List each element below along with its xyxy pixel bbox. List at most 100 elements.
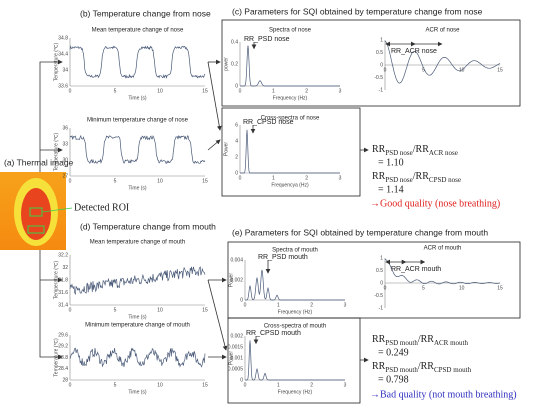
- x-tick-label: 15: [202, 382, 208, 388]
- ratio-part: PSD nose: [385, 149, 412, 157]
- x-tick-label: 1: [272, 88, 275, 94]
- panel-box: [221, 19, 521, 107]
- plot-title: Mean temperature change of mouth: [90, 240, 185, 246]
- curve: [69, 134, 206, 165]
- curve: [384, 258, 501, 285]
- y-tick-label: 34: [62, 67, 68, 73]
- image-label: (a) Thermal image: [4, 157, 74, 167]
- x-tick-label: 0: [239, 88, 242, 94]
- y-tick-label: 2: [235, 154, 238, 160]
- panel-title: (c) Parameters for SQI obtained by tempe…: [232, 6, 483, 16]
- ratio: RRPSD mouth/RRCPSD mouth: [372, 361, 472, 373]
- ratio-part: /RR: [413, 144, 429, 155]
- y-tick-label: 0.0015: [228, 344, 244, 350]
- ratio-part: /RR: [413, 171, 429, 182]
- flow-arrows: [39, 59, 369, 363]
- plot-title: ACR of nose: [425, 28, 460, 34]
- x-tick-label: 2: [305, 88, 308, 94]
- curve: [245, 269, 345, 301]
- y-tick-label: -1: [379, 87, 384, 93]
- panel-title: (e) Parameters for SQI obtained by tempe…: [232, 227, 488, 237]
- ratio-part: RR: [372, 361, 386, 372]
- y-tick-label: 32: [62, 265, 68, 271]
- plot-title: Mean temperature change of nose: [92, 28, 184, 34]
- y-tick-label: 0.4: [231, 39, 238, 45]
- x-axis-label: Time (s): [128, 389, 146, 395]
- y-axis-label: Temperature (℃): [53, 132, 59, 171]
- panel-box: [227, 241, 521, 319]
- y-axis-label: power: [223, 57, 229, 71]
- x-tick-label: 1: [277, 382, 280, 388]
- ratio-part: CPSD mouth: [434, 366, 472, 374]
- x-tick-label: 3: [344, 302, 347, 308]
- y-tick-label: 6: [235, 122, 238, 128]
- y-tick-label: 0: [235, 170, 238, 176]
- plot-title: Spectra of nose: [269, 28, 312, 34]
- plot-title: Cross-spectra of mouth: [264, 324, 326, 330]
- y-tick-label: 30: [62, 157, 68, 163]
- y-tick-label: -0.5: [374, 75, 383, 81]
- y-tick-label: 34.4: [58, 51, 68, 57]
- ratio-part: ACR mouth: [434, 339, 469, 347]
- x-axis-label: Frequency (Hz): [273, 95, 308, 101]
- x-tick-label: 15: [497, 67, 503, 73]
- x-axis-label: Frequencya (Hz): [271, 182, 309, 188]
- y-tick-label: 0: [235, 83, 238, 89]
- x-tick-label: 0: [69, 178, 72, 184]
- x-tick-label: 10: [157, 307, 163, 313]
- y-tick-label: 31.4: [58, 302, 68, 308]
- y-tick-label: 31.6: [58, 290, 68, 296]
- y-axis-label: Power: [223, 142, 229, 157]
- y-tick-label: 0: [380, 280, 383, 286]
- y-tick-label: 0.5: [376, 268, 383, 274]
- x-tick-label: 15: [202, 178, 208, 184]
- x-tick-label: 5: [114, 382, 117, 388]
- x-tick-label: 0: [244, 382, 247, 388]
- x-tick-label: 0: [384, 67, 387, 73]
- y-tick-label: 1: [380, 255, 383, 261]
- plot-title: Minimum temperature change of mouth: [85, 323, 190, 329]
- ratio: RRPSD nose/RRCPSD nose: [372, 171, 461, 183]
- x-tick-label: 2: [310, 302, 313, 308]
- ratio-part: ACR nose: [429, 149, 458, 157]
- plot-title: Minimum temperature change of nose: [87, 118, 189, 124]
- y-tick-label: 27: [62, 173, 68, 179]
- ratio-part: RR: [372, 171, 386, 182]
- curve: [384, 40, 501, 84]
- x-axis-label: Frequency (Hz): [278, 309, 313, 315]
- x-tick-label: 0: [69, 307, 72, 313]
- y-tick-label: 28.8: [58, 355, 68, 361]
- y-tick-label: 32.2: [58, 252, 68, 258]
- x-tick-label: 0: [384, 285, 387, 291]
- y-tick-label: 0.002: [230, 277, 243, 283]
- plot-title: Spectra of mouth: [272, 248, 318, 254]
- x-tick-label: 15: [202, 88, 208, 94]
- curve: [240, 129, 340, 174]
- y-tick-label: -1: [379, 305, 384, 311]
- annotation: RR_CPSD mouth: [246, 330, 301, 337]
- y-tick-label: 28: [62, 377, 68, 383]
- panel-box: [227, 317, 361, 404]
- ratio-part: /RR: [418, 334, 434, 345]
- x-tick-label: 2: [305, 175, 308, 181]
- y-axis-label: Temperature (℃): [53, 260, 59, 299]
- x-axis-label: Time (s): [128, 95, 146, 101]
- x-tick-label: 15: [497, 285, 503, 291]
- x-tick-label: 3: [344, 382, 347, 388]
- y-tick-label: 0: [380, 62, 383, 68]
- x-axis-label: Frequency (Hz): [278, 389, 313, 395]
- panel-title: (d) Temperature change from mouth: [80, 221, 216, 231]
- y-tick-label: 0.002: [230, 333, 243, 339]
- panel-title: (b) Temperature change from nose: [80, 8, 211, 18]
- x-tick-label: 15: [202, 307, 208, 313]
- x-tick-label: 0: [69, 88, 72, 94]
- ratio-value: = 1.10: [378, 157, 404, 168]
- ratio-part: RR: [372, 334, 386, 345]
- x-tick-label: 10: [157, 178, 163, 184]
- ratio-value: = 0.249: [378, 347, 409, 358]
- x-tick-label: 2: [310, 382, 313, 388]
- x-tick-label: 5: [114, 307, 117, 313]
- x-tick-label: 5: [422, 285, 425, 291]
- annotation: RR_ACR nose: [391, 48, 437, 55]
